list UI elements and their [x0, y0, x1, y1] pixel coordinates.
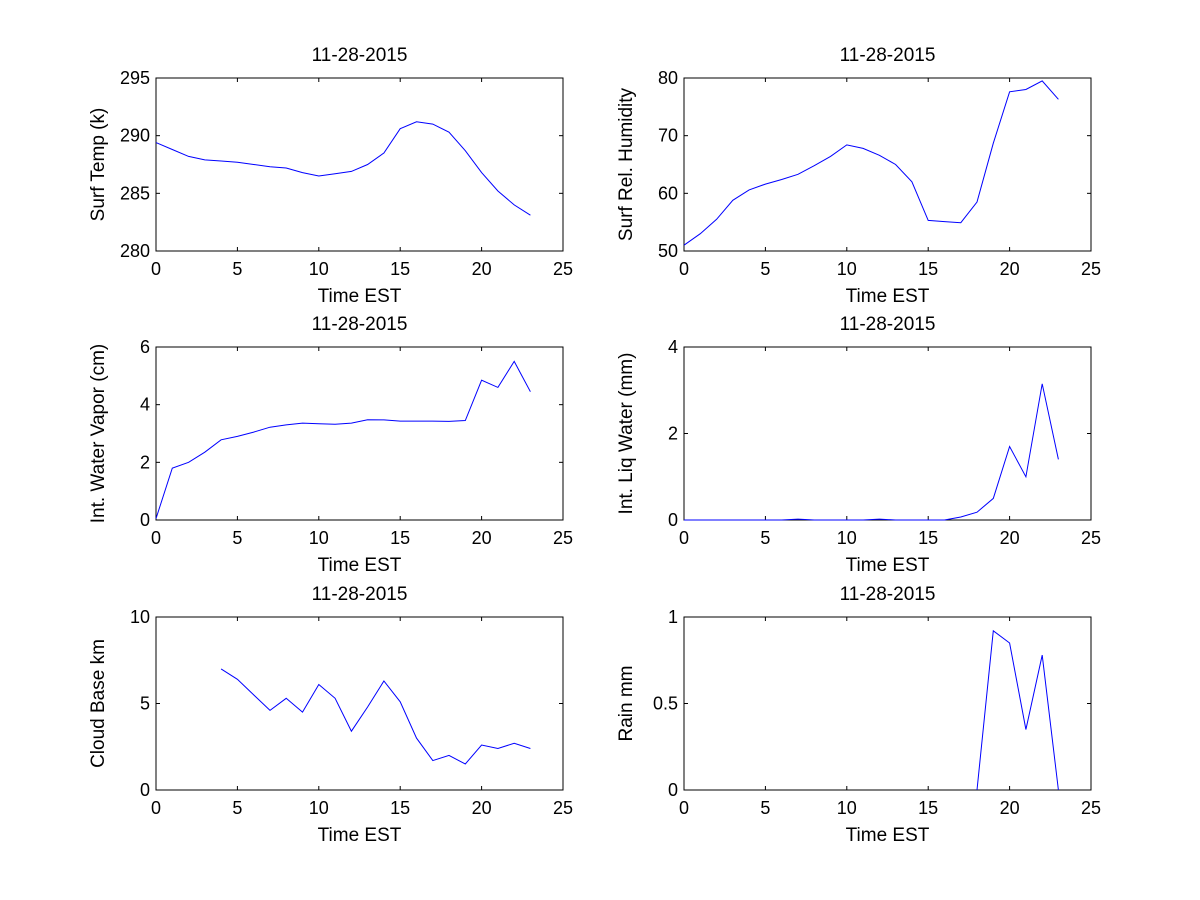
x-tick-label: 20: [1000, 798, 1020, 818]
x-tick-label: 15: [918, 798, 938, 818]
series-line: [683, 80, 1059, 246]
axes-box: [683, 616, 1092, 791]
y-tick-label: 10: [130, 607, 150, 627]
x-tick-label: 25: [1081, 259, 1101, 279]
y-tick-label: 4: [140, 395, 150, 415]
y-tick-label: 80: [658, 68, 678, 88]
subplot-6: 0 5 10 15 20 25 0 0.5 1 11-28-2015 Time EST Rain mm: [616, 584, 1101, 846]
x-tick-label: 20: [472, 798, 492, 818]
y-axis-label: Int. Liq Water (mm): [616, 353, 637, 515]
chart-title: 11-28-2015: [312, 314, 408, 335]
y-axis-label: Surf Temp (k): [88, 108, 109, 222]
y-tick-label: 285: [120, 183, 150, 203]
x-axis-label: Time EST: [318, 825, 402, 846]
subplot-3: 0 5 10 15 20 25 0 2 4 6 11-28-2015 Time EST Int. Wat…: [88, 314, 573, 576]
x-tick-label: 25: [553, 528, 573, 548]
y-tick-label: 1: [668, 607, 678, 627]
x-tick-label: 25: [553, 798, 573, 818]
x-tick-label: 20: [1000, 528, 1020, 548]
series-line: [684, 383, 1059, 521]
x-tick-label: 25: [1081, 798, 1101, 818]
x-axis-label: Time EST: [318, 286, 402, 307]
x-tick-label: 15: [918, 528, 938, 548]
y-tick-label: 0: [668, 510, 678, 530]
axes-box: [683, 346, 1092, 521]
x-tick-label: 5: [760, 798, 770, 818]
x-tick-label: 0: [679, 259, 689, 279]
x-tick-label: 5: [232, 528, 242, 548]
x-tick-label: 10: [837, 259, 857, 279]
y-tick-label: 50: [658, 241, 678, 261]
x-tick-label: 10: [309, 798, 329, 818]
y-tick-label: 0.5: [653, 694, 678, 714]
y-tick-label: 290: [120, 126, 150, 146]
x-tick-label: 25: [1081, 528, 1101, 548]
axes-box: [683, 77, 1092, 252]
y-axis-label: Surf Rel. Humidity: [616, 87, 637, 241]
x-axis-label: Time EST: [846, 825, 930, 846]
chart-title: 11-28-2015: [840, 584, 936, 605]
y-tick-label: 6: [140, 337, 150, 357]
y-tick-label: 60: [658, 183, 678, 203]
y-tick-label: 5: [140, 694, 150, 714]
subplot-4: 0 5 10 15 20 25 0 2 4 11-28-2015 Time EST Int. Liq …: [616, 314, 1101, 576]
chart-title: 11-28-2015: [312, 45, 408, 66]
x-tick-label: 0: [151, 259, 161, 279]
y-tick-label: 0: [668, 780, 678, 800]
chart-title: 11-28-2015: [840, 314, 936, 335]
y-tick-label: 2: [140, 452, 150, 472]
x-tick-label: 0: [679, 798, 689, 818]
x-tick-label: 15: [918, 259, 938, 279]
chart-title: 11-28-2015: [840, 45, 936, 66]
y-tick-label: 280: [120, 241, 150, 261]
series-line: [155, 121, 531, 216]
x-tick-label: 15: [390, 259, 410, 279]
x-tick-label: 15: [390, 528, 410, 548]
x-tick-label: 5: [232, 259, 242, 279]
y-tick-label: 70: [658, 126, 678, 146]
x-tick-label: 10: [837, 798, 857, 818]
x-axis-label: Time EST: [846, 286, 930, 307]
series-line: [976, 629, 1059, 791]
x-tick-label: 0: [151, 528, 161, 548]
series-line: [220, 668, 531, 765]
x-tick-label: 10: [309, 259, 329, 279]
x-tick-label: 20: [472, 259, 492, 279]
y-tick-label: 0: [140, 510, 150, 530]
x-tick-label: 10: [837, 528, 857, 548]
x-tick-label: 5: [760, 259, 770, 279]
y-axis-label: Rain mm: [616, 665, 637, 741]
y-axis-label: Int. Water Vapor (cm): [88, 344, 109, 523]
subplot-5: 0 5 10 15 20 25 0 5 10 11-28-2015 Time EST Cloud Ba…: [88, 584, 573, 846]
x-tick-label: 0: [679, 528, 689, 548]
y-tick-label: 295: [120, 68, 150, 88]
x-tick-label: 20: [472, 528, 492, 548]
y-tick-label: 4: [668, 337, 678, 357]
x-tick-label: 5: [760, 528, 770, 548]
x-axis-label: Time EST: [846, 555, 930, 576]
y-axis-label: Cloud Base km: [88, 639, 109, 768]
x-tick-label: 20: [1000, 259, 1020, 279]
x-axis-label: Time EST: [318, 555, 402, 576]
y-tick-label: 2: [668, 424, 678, 444]
chart-title: 11-28-2015: [312, 584, 408, 605]
subplot-1: 0 5 10 15 20 25 280 285 290 295 11-28-2015 Time EST…: [88, 45, 573, 307]
series-line: [155, 360, 531, 519]
x-tick-label: 0: [151, 798, 161, 818]
x-tick-label: 25: [553, 259, 573, 279]
x-tick-label: 5: [232, 798, 242, 818]
y-tick-label: 0: [140, 780, 150, 800]
axes-box: [155, 616, 564, 791]
subplot-2: 0 5 10 15 20 25 50 60 70 80 11-28-2015 Time EST Surf…: [616, 45, 1101, 307]
axes-box: [155, 77, 564, 252]
x-tick-label: 10: [309, 528, 329, 548]
x-tick-label: 15: [390, 798, 410, 818]
axes-box: [155, 346, 564, 521]
